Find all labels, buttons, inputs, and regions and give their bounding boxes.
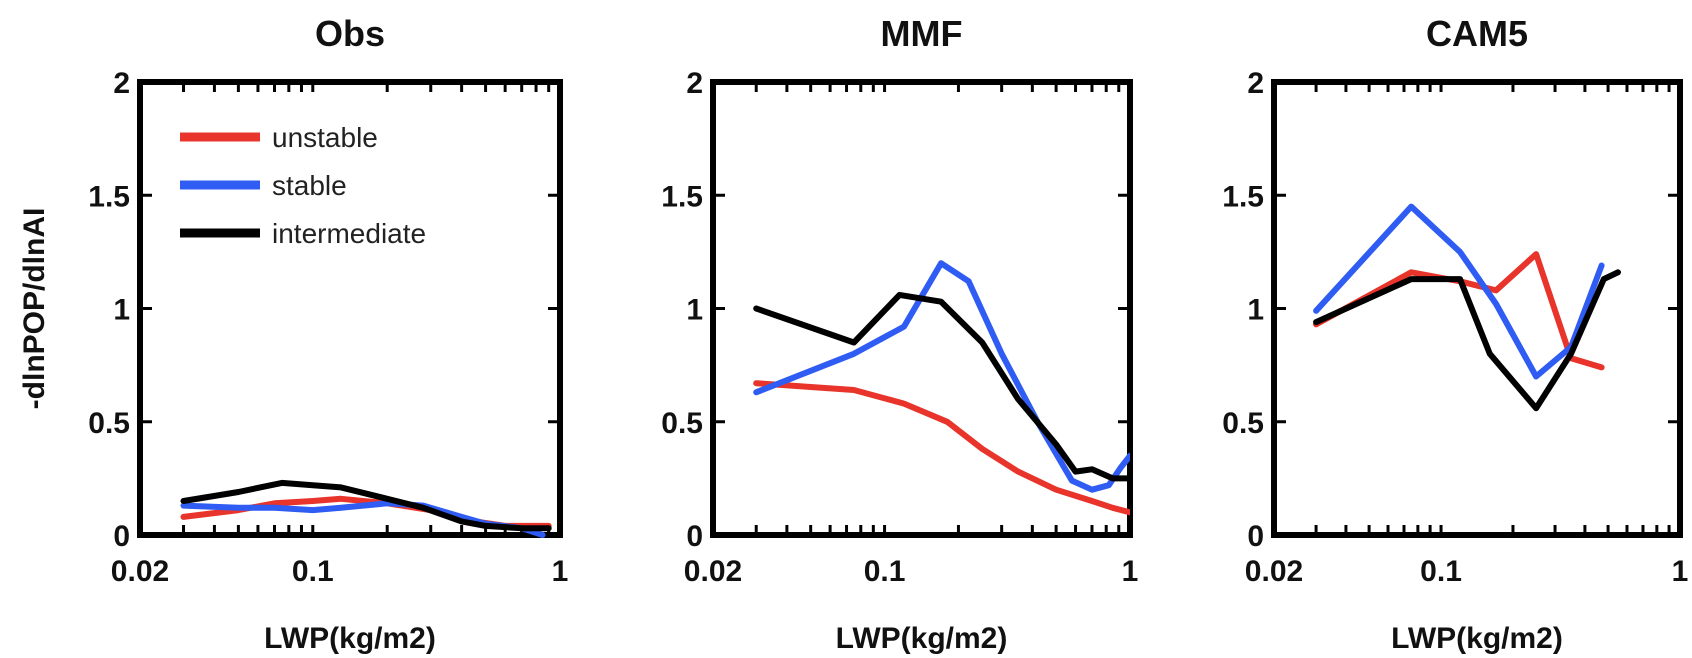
x-tick-label: 0.1 [292, 555, 334, 588]
minor-ticks [711, 82, 1121, 535]
minor-ticks [138, 82, 551, 535]
y-tick-label: 2 [1247, 67, 1264, 100]
series-line-unstable [753, 380, 1130, 516]
panel-obs: 0 0.5 1 1.5 2 0.02 0.1 1 Obs LWP(kg/m2) -dlnPOP/dl… [18, 13, 568, 655]
series-group [753, 260, 1130, 516]
axes-frame [710, 79, 1133, 538]
x-tick-label: 0.1 [1420, 555, 1462, 588]
y-tick-label: 1.5 [88, 180, 130, 213]
series-line-unstable [1313, 251, 1605, 371]
chart-title: MMF [881, 13, 963, 54]
x-tick-label: 1 [552, 555, 569, 588]
legend-label-unstable: unstable [272, 122, 378, 153]
y-tick-label: 0.5 [88, 407, 130, 440]
y-tick-label: 1.5 [1222, 180, 1264, 213]
legend-label-stable: stable [272, 170, 347, 201]
panel-cam5: 0 0.5 1 1.5 2 0.02 0.1 1 CAM5 LWP(kg/m2) [1222, 13, 1688, 655]
y-axis-label: -dlnPOP/dlnAI [18, 208, 51, 410]
chart-title: Obs [315, 13, 385, 54]
x-axis-label: LWP(kg/m2) [264, 622, 436, 655]
series-group [180, 479, 552, 538]
y-tick-label: 1 [686, 294, 703, 327]
x-axis-label: LWP(kg/m2) [1391, 622, 1563, 655]
series-line-intermediate [753, 291, 1130, 482]
panel-mmf: 0 0.5 1 1.5 2 0.02 0.1 1 MMF LWP(kg/m2) [661, 13, 1138, 655]
y-tick-label: 2 [686, 67, 703, 100]
y-tick-label: 0 [113, 520, 130, 553]
x-tick-label: 0.02 [684, 555, 742, 588]
y-tick-label: 0.5 [661, 407, 703, 440]
y-tick-label: 1 [1247, 294, 1264, 327]
y-tick-label: 0 [686, 520, 703, 553]
series-line-stable [753, 260, 1130, 493]
chart-title: CAM5 [1426, 13, 1528, 54]
x-tick-label: 1 [1672, 555, 1689, 588]
y-tick-label: 0.5 [1222, 407, 1264, 440]
y-tick-label: 1.5 [661, 180, 703, 213]
axes-frame [1271, 79, 1683, 538]
series-line-intermediate [1313, 269, 1621, 412]
series-line-intermediate [180, 479, 552, 532]
y-tick-label: 0 [1247, 520, 1264, 553]
legend: unstable stable intermediate [180, 122, 426, 249]
legend-label-intermediate: intermediate [272, 218, 426, 249]
x-axis-label: LWP(kg/m2) [836, 622, 1008, 655]
x-tick-label: 1 [1122, 555, 1139, 588]
y-tick-label: 2 [113, 67, 130, 100]
x-tick-label: 0.02 [111, 555, 169, 588]
series-group [1313, 203, 1621, 412]
x-tick-label: 0.1 [864, 555, 906, 588]
x-tick-label: 0.02 [1245, 555, 1303, 588]
y-tick-label: 1 [113, 294, 130, 327]
series-line-stable [1313, 203, 1605, 380]
minor-ticks [1272, 82, 1671, 535]
